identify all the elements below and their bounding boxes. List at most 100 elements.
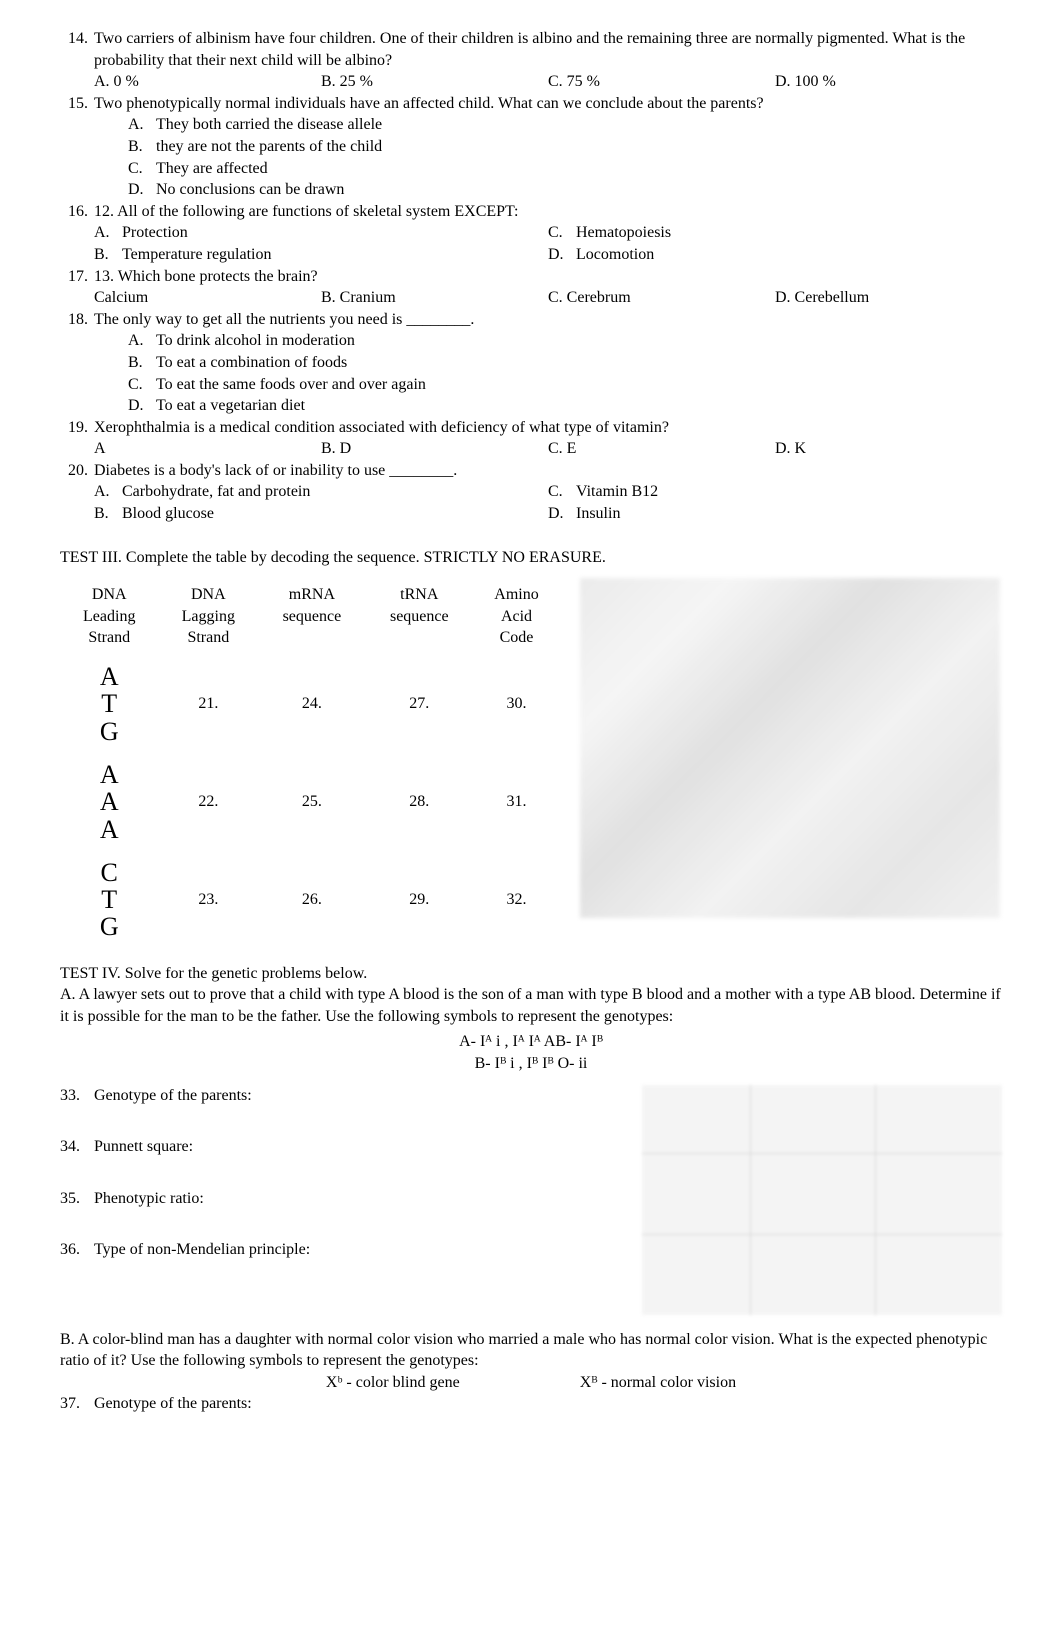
option-label: B. [128, 136, 156, 158]
mcq-section: 14.Two carriers of albinism have four ch… [60, 28, 1002, 525]
numbered-item: 35.Phenotypic ratio: [60, 1188, 612, 1210]
answer-cell: 21. [158, 655, 258, 753]
table-header: mRNAsequence [258, 578, 365, 655]
item-text: Punnett square: [94, 1136, 193, 1158]
table-header: tRNAsequence [366, 578, 473, 655]
item-number: 34. [60, 1136, 94, 1158]
question-number: 20. [60, 460, 94, 525]
option-text: To eat the same foods over and over agai… [156, 374, 426, 396]
option-label: D. [128, 179, 156, 201]
question-body: 12. All of the following are functions o… [94, 201, 1002, 266]
option-column: A.Carbohydrate, fat and proteinB.Blood g… [94, 481, 548, 524]
item-text: Phenotypic ratio: [94, 1188, 204, 1210]
colorblind-gene-label: Xᵇ - color blind gene [326, 1372, 460, 1394]
option: A. 0 % [94, 71, 321, 93]
q37: 37. Genotype of the parents: [60, 1393, 1002, 1415]
option: B. D [321, 438, 548, 460]
options-inline: A. 0 %B. 25 %C. 75 %D. 100 % [94, 71, 1002, 93]
options-two-col: A.ProtectionB.Temperature regulationC.He… [94, 222, 1002, 265]
option: C.To eat the same foods over and over ag… [94, 374, 1002, 396]
option-label: D. [548, 244, 576, 266]
geno-line2: B- Iᴮ i , Iᴮ Iᴮ O- ii [60, 1053, 1002, 1075]
test4-partA-intro: A. A lawyer sets out to prove that a chi… [60, 984, 1002, 1027]
option: D.No conclusions can be drawn [94, 179, 1002, 201]
question-body: Two phenotypically normal individuals ha… [94, 93, 1002, 201]
question-text: 12. All of the following are functions o… [94, 201, 1002, 223]
option-text: Insulin [576, 503, 620, 525]
question: 15.Two phenotypically normal individuals… [60, 93, 1002, 201]
option: B.Temperature regulation [94, 244, 548, 266]
option: D. Cerebellum [775, 287, 1002, 309]
option: D. 100 % [775, 71, 1002, 93]
numbered-item: 34.Punnett square: [60, 1136, 612, 1158]
option-label: A. [94, 222, 122, 244]
question-body: Diabetes is a body's lack of or inabilit… [94, 460, 1002, 525]
decode-table: DNALeadingStrandDNALaggingStrandmRNAsequ… [60, 578, 560, 948]
q37-text: Genotype of the parents: [94, 1393, 252, 1415]
question-number: 19. [60, 417, 94, 460]
question-number: 17. [60, 266, 94, 309]
option-label: A. [128, 330, 156, 352]
option-label: D. [548, 503, 576, 525]
question: 14.Two carriers of albinism have four ch… [60, 28, 1002, 93]
option-column: C.Vitamin B12D.Insulin [548, 481, 1002, 524]
question-text: Two phenotypically normal individuals ha… [94, 93, 1002, 115]
option-text: Hematopoiesis [576, 222, 671, 244]
option-text: Vitamin B12 [576, 481, 658, 503]
answer-cell: 31. [473, 753, 560, 851]
test4-partB-intro: B. A color-blind man has a daughter with… [60, 1329, 1002, 1372]
punnett-grid-image [642, 1085, 1002, 1315]
option-text: They both carried the disease allele [156, 114, 382, 136]
option: B.they are not the parents of the child [94, 136, 1002, 158]
option-text: To eat a vegetarian diet [156, 395, 305, 417]
question-number: 16. [60, 201, 94, 266]
q37-num: 37. [60, 1393, 94, 1415]
codon-chart-image [580, 578, 1000, 918]
option-label: A. [94, 481, 122, 503]
answer-cell: 22. [158, 753, 258, 851]
option: A.Protection [94, 222, 548, 244]
option-label: D. [128, 395, 156, 417]
option: A.They both carried the disease allele [94, 114, 1002, 136]
table-header: DNALeadingStrand [60, 578, 158, 655]
option: D.Locomotion [548, 244, 1002, 266]
question-body: Two carriers of albinism have four child… [94, 28, 1002, 93]
option: B. 25 % [321, 71, 548, 93]
answer-cell: 27. [366, 655, 473, 753]
item-text: Genotype of the parents: [94, 1085, 252, 1107]
question: 19.Xerophthalmia is a medical condition … [60, 417, 1002, 460]
answer-cell: 32. [473, 851, 560, 949]
question-body: The only way to get all the nutrients yo… [94, 309, 1002, 417]
option: B. Cranium [321, 287, 548, 309]
option: C.Hematopoiesis [548, 222, 1002, 244]
option: C. Cerebrum [548, 287, 775, 309]
answer-cell: 23. [158, 851, 258, 949]
item-number: 36. [60, 1239, 94, 1261]
option: D.Insulin [548, 503, 1002, 525]
question-text: Two carriers of albinism have four child… [94, 28, 1002, 71]
option-text: Temperature regulation [122, 244, 271, 266]
options-inline: CalciumB. CraniumC. CerebrumD. Cerebellu… [94, 287, 1002, 309]
partB-symbol-line: Xᵇ - color blind gene Xᴮ - normal color … [60, 1372, 1002, 1394]
genotype-symbols: A- Iᴬ i , Iᴬ Iᴬ AB- Iᴬ Iᴮ B- Iᴮ i , Iᴮ I… [60, 1031, 1002, 1074]
normal-vision-label: Xᴮ - normal color vision [580, 1372, 736, 1394]
question: 17.13. Which bone protects the brain?Cal… [60, 266, 1002, 309]
answer-cell: 25. [258, 753, 365, 851]
item-text: Type of non-Mendelian principle: [94, 1239, 310, 1261]
option: Calcium [94, 287, 321, 309]
question: 18.The only way to get all the nutrients… [60, 309, 1002, 417]
options-inline: AB. DC. ED. K [94, 438, 1002, 460]
option: C. 75 % [548, 71, 775, 93]
option-label: C. [548, 481, 576, 503]
answer-cell: 29. [366, 851, 473, 949]
codon-cell: ATG [60, 655, 158, 753]
table-row: CTG23.26.29.32. [60, 851, 560, 949]
item-number: 35. [60, 1188, 94, 1210]
option: A.To drink alcohol in moderation [94, 330, 1002, 352]
option-label: C. [128, 158, 156, 180]
test4-heading: TEST IV. Solve for the genetic problems … [60, 963, 1002, 985]
option-text: No conclusions can be drawn [156, 179, 344, 201]
option-column: C.HematopoiesisD.Locomotion [548, 222, 1002, 265]
test3-heading: TEST III. Complete the table by decoding… [60, 547, 1002, 569]
codon-cell: CTG [60, 851, 158, 949]
